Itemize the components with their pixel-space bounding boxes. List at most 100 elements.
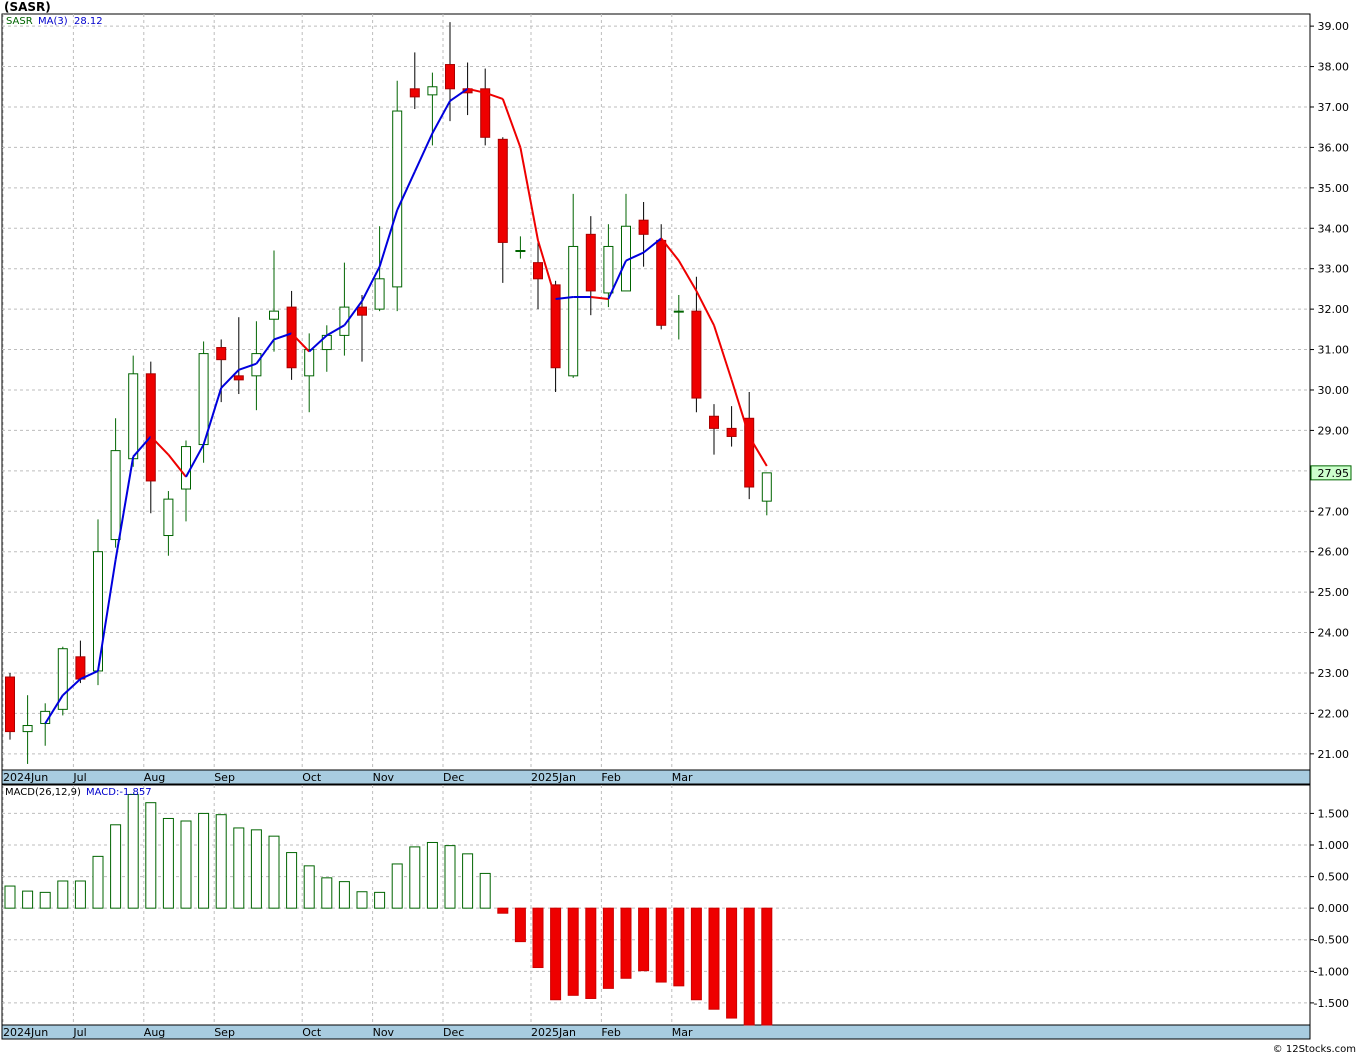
candle-body — [22, 725, 33, 733]
ma3-segment — [290, 332, 310, 353]
macd-x-axis: 2024Jun Jul Aug Sep Oct Nov Dec 2025Jan Feb Mar — [3, 1026, 693, 1039]
macd-bar — [690, 907, 702, 1001]
macd-y-tick-label: 1.000 — [1318, 839, 1350, 852]
candle — [357, 294, 367, 362]
ma3-segment — [519, 147, 539, 241]
macd-bar — [92, 855, 104, 909]
macd-bar — [4, 885, 16, 909]
candle-body — [409, 88, 420, 98]
ma3-segment — [677, 260, 698, 292]
macd-bar — [180, 820, 192, 909]
macd-bar — [567, 907, 579, 996]
ma3-segment — [713, 324, 733, 381]
macd-y-tick-label: -0.500 — [1314, 934, 1349, 947]
macd-bar — [514, 907, 526, 943]
candle — [744, 392, 755, 500]
candle — [445, 22, 455, 122]
price-y-axis: 21.0022.0023.0024.0025.0026.0027.0028.00… — [1310, 20, 1349, 761]
candle-body — [603, 245, 614, 294]
price-y-tick-label: 25.00 — [1318, 586, 1350, 599]
candle-body — [198, 353, 209, 446]
price-y-tick-label: 22.00 — [1318, 707, 1350, 720]
candle-body — [57, 648, 68, 710]
candle — [550, 280, 561, 392]
last-price-label: 27.95 — [1318, 467, 1350, 480]
macd-bar — [497, 907, 509, 914]
macd-bar — [479, 872, 491, 909]
ma3-segment — [590, 296, 609, 301]
candle-body — [533, 262, 543, 280]
ma3-segment — [555, 296, 574, 301]
candle — [673, 294, 684, 340]
macd-bar — [39, 891, 51, 909]
candle — [339, 262, 350, 356]
macd-bar — [743, 907, 755, 1026]
candle — [409, 52, 420, 110]
macd-x-tick-label: Dec — [443, 1026, 464, 1039]
candle — [568, 193, 579, 378]
candle — [709, 404, 719, 455]
price-y-tick-label: 39.00 — [1318, 20, 1350, 33]
price-y-tick-label: 21.00 — [1318, 748, 1350, 761]
ma3-segment — [167, 454, 187, 478]
price-x-tick-label: Aug — [144, 771, 165, 784]
ma3-segment — [150, 435, 170, 456]
ma3-segment — [326, 324, 345, 337]
candle-body — [269, 310, 279, 320]
macd-y-axis: -1.500 -1.000 -0.500 0.000 0.500 1.000 1.500 — [1310, 807, 1350, 1010]
site-credit: © 12Stocks.com — [1273, 1044, 1356, 1055]
candle-body — [744, 417, 755, 488]
ma3-segment — [132, 435, 152, 458]
price-x-tick-label: Feb — [601, 771, 620, 784]
ma3-segment — [396, 171, 416, 211]
candle-body — [233, 375, 244, 381]
candle-body — [638, 219, 649, 235]
ma3-segment — [642, 237, 662, 254]
macd-bar — [726, 907, 738, 1019]
macd-bar — [127, 793, 139, 909]
macd-y-tick-label: 0.000 — [1318, 902, 1350, 915]
price-y-tick-label: 31.00 — [1318, 344, 1350, 357]
macd-y-tick-label: -1.000 — [1314, 965, 1349, 978]
macd-panel: -1.500 -1.000 -0.500 0.000 0.500 1.000 1.500 2… — [1, 784, 1350, 1040]
macd-bar — [444, 845, 456, 909]
candle — [585, 216, 596, 316]
macd-bar — [321, 877, 333, 909]
macd-x-tick-label: 2024Jun — [3, 1026, 48, 1039]
candle — [691, 276, 702, 413]
ma3-segment — [114, 456, 135, 560]
candle — [216, 339, 227, 403]
ma3-segment — [273, 332, 292, 341]
macd-x-axis-band — [1, 1024, 1311, 1040]
candle-body — [445, 64, 455, 90]
macd-bar — [673, 907, 685, 987]
candle — [269, 250, 279, 352]
ma3-segment — [255, 338, 275, 365]
macd-bar — [286, 852, 298, 909]
candle-body — [304, 349, 315, 377]
candle-body — [128, 373, 139, 460]
ma3-segment — [44, 694, 64, 725]
candle-body — [392, 110, 403, 288]
candle — [480, 68, 491, 146]
macd-bar — [110, 824, 122, 909]
macd-bar — [602, 907, 614, 989]
macd-bar — [374, 891, 386, 909]
ma3-line — [44, 87, 768, 725]
macd-bar — [268, 835, 280, 909]
macd-bar — [655, 907, 667, 983]
price-y-tick-label: 36.00 — [1318, 141, 1350, 154]
candle-body — [339, 306, 350, 336]
price-y-tick-label: 35.00 — [1318, 182, 1350, 195]
ma3-segment — [484, 91, 504, 100]
price-x-tick-label: 2025Jan — [531, 771, 576, 784]
price-x-tick-label: 2024Jun — [3, 771, 48, 784]
candle — [497, 137, 508, 283]
macd-x-tick-label: Aug — [144, 1026, 165, 1039]
candle — [638, 201, 649, 267]
macd-bar — [426, 841, 438, 909]
candle — [233, 317, 244, 395]
price-x-axis-band — [1, 769, 1311, 785]
candle-body — [550, 284, 561, 369]
